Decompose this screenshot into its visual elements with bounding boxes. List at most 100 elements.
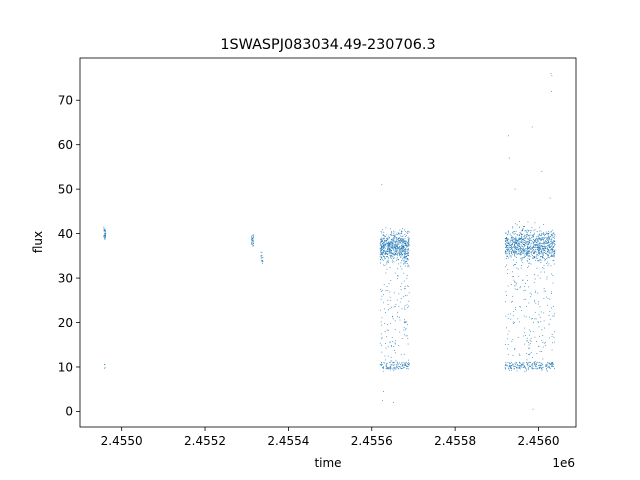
data-point — [527, 233, 528, 235]
data-point — [390, 367, 392, 369]
data-point — [406, 256, 408, 258]
data-point — [535, 290, 536, 292]
data-point — [387, 242, 389, 244]
data-point — [396, 366, 398, 368]
data-point — [517, 240, 519, 242]
data-point — [399, 319, 401, 321]
y-tick-label: 0 — [65, 405, 73, 419]
data-point — [408, 238, 410, 239]
data-point — [387, 244, 389, 245]
data-point — [408, 239, 409, 241]
data-point — [541, 246, 543, 248]
data-point — [522, 362, 523, 364]
data-point — [388, 248, 390, 250]
data-point — [552, 242, 554, 243]
data-point — [523, 257, 525, 259]
data-point — [518, 238, 520, 240]
data-point — [381, 246, 383, 248]
data-point — [407, 343, 409, 345]
data-point — [529, 361, 531, 363]
data-point — [535, 364, 537, 366]
data-point — [544, 249, 546, 251]
data-point — [380, 241, 381, 243]
data-point — [520, 306, 521, 308]
data-point — [407, 258, 409, 260]
data-point — [399, 366, 400, 368]
data-point — [552, 243, 554, 244]
data-point — [522, 246, 524, 248]
data-point — [532, 236, 534, 238]
data-point — [540, 237, 542, 239]
data-point — [383, 255, 384, 257]
data-point — [539, 248, 541, 250]
data-point — [523, 240, 525, 242]
data-point — [515, 248, 516, 249]
data-point — [407, 252, 409, 253]
data-point — [515, 251, 517, 253]
data-point — [534, 241, 536, 242]
data-point — [399, 366, 401, 368]
data-point — [521, 245, 523, 247]
data-point — [507, 366, 509, 368]
data-point — [525, 243, 527, 245]
data-point — [399, 248, 401, 250]
data-point — [550, 291, 552, 293]
data-point — [397, 311, 398, 313]
data-point — [520, 247, 522, 249]
data-point — [539, 252, 541, 253]
data-point — [384, 257, 386, 259]
data-point — [381, 257, 383, 258]
data-point — [404, 256, 406, 258]
data-point — [382, 243, 384, 244]
data-point — [392, 362, 394, 363]
data-point — [405, 335, 407, 337]
data-point — [393, 235, 395, 237]
data-point — [523, 286, 525, 288]
data-point — [510, 313, 512, 315]
data-point — [521, 242, 522, 244]
data-point — [507, 250, 508, 252]
data-point — [390, 251, 392, 253]
data-point — [544, 259, 546, 261]
data-point — [389, 362, 391, 364]
data-point — [527, 245, 528, 247]
data-point — [518, 237, 520, 239]
data-point — [522, 257, 524, 258]
data-point — [532, 368, 534, 370]
data-point — [390, 244, 392, 246]
data-point — [401, 308, 403, 310]
data-point — [401, 244, 403, 246]
data-point — [103, 237, 105, 239]
data-point — [399, 249, 401, 251]
data-point — [405, 244, 407, 246]
data-point — [538, 260, 540, 262]
data-point — [384, 235, 386, 237]
data-point — [391, 242, 393, 244]
data-point — [515, 264, 516, 265]
data-point — [523, 226, 525, 227]
data-point — [524, 249, 526, 251]
data-point — [541, 233, 543, 234]
data-point — [523, 250, 525, 252]
data-point — [522, 249, 524, 251]
data-point — [397, 239, 399, 240]
data-point — [515, 252, 517, 254]
data-point — [508, 253, 510, 255]
data-point — [542, 245, 543, 247]
data-point — [398, 306, 400, 308]
data-point — [386, 286, 388, 287]
data-point — [399, 252, 401, 254]
data-point — [382, 399, 384, 401]
data-point — [388, 247, 389, 249]
data-point — [544, 258, 546, 260]
data-point — [512, 251, 514, 253]
data-point — [554, 331, 556, 333]
data-point — [527, 252, 529, 254]
data-point — [385, 343, 386, 344]
data-point — [524, 244, 526, 246]
data-point — [542, 358, 544, 360]
data-point — [390, 242, 392, 244]
data-point — [390, 280, 392, 281]
data-point — [509, 364, 511, 366]
data-point — [543, 342, 545, 344]
